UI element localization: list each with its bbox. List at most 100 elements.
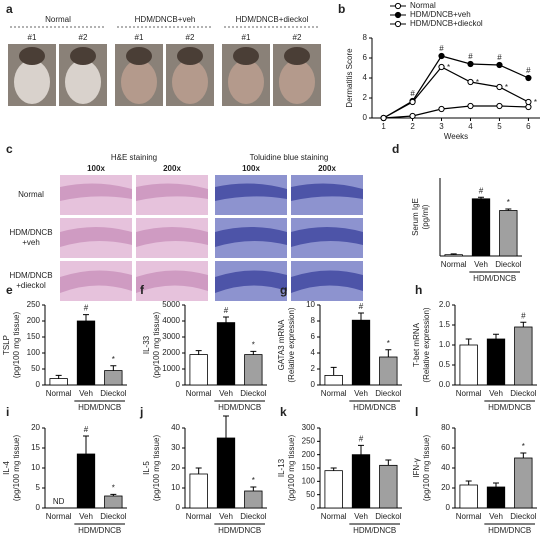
x-tick-label: Normal: [46, 512, 72, 521]
mag-label: 200x: [318, 164, 336, 173]
shot-label: #1: [28, 33, 37, 42]
tissue-layer: [215, 270, 287, 293]
error-bar: [520, 452, 527, 458]
bar: [216, 322, 236, 386]
y-tick-label: 15: [31, 443, 40, 452]
x-axis-label: Weeks: [444, 132, 468, 141]
point: [525, 103, 532, 111]
group-label: HDM/DNCB+dieckol: [236, 15, 309, 24]
significance-mark: #: [439, 44, 444, 53]
y-axis-label: (pg/100 mg tissue): [152, 435, 161, 502]
photo-subject: [65, 60, 101, 104]
panel-letter: a: [6, 2, 13, 16]
bar: [444, 254, 463, 257]
y-tick-label: 10: [306, 300, 315, 309]
tissue-layer: [215, 227, 287, 247]
photo-head: [70, 47, 96, 65]
y-tick-label: 5: [36, 483, 41, 492]
point: [438, 63, 445, 71]
error-bar: [330, 366, 337, 376]
legend-marker: [394, 11, 402, 19]
series-line: [383, 105, 529, 119]
error-bar: [505, 208, 512, 211]
bar: [379, 464, 398, 509]
y-tick-label: 6: [311, 332, 316, 341]
significance-mark: #: [84, 304, 89, 313]
photo-head: [126, 47, 152, 65]
bar: [459, 344, 478, 386]
y-axis-label: TSLP: [2, 335, 11, 355]
panel-letter: c: [6, 142, 13, 156]
legend-label: HDM/DNCB+veh: [410, 10, 471, 19]
x-tick-label: Veh: [474, 260, 488, 269]
y-tick-label: 2: [311, 364, 316, 373]
y-tick-label: 0: [363, 113, 368, 122]
x-tick-label: Dieckol: [510, 512, 536, 521]
panel-letter: e: [6, 283, 13, 297]
row-label: HDM/DNCB: [9, 271, 52, 280]
error-bar: [465, 480, 472, 485]
bar: [244, 354, 263, 386]
y-axis-label: (pg/100 mg tissue): [422, 435, 431, 502]
group-label: HDM/DNCB: [488, 526, 531, 535]
panel-letter: b: [338, 2, 345, 16]
significance-mark: *: [505, 83, 508, 92]
x-tick-label: Veh: [79, 389, 93, 398]
error-bar: [520, 321, 527, 327]
y-tick-label: 20: [441, 483, 450, 492]
y-tick-label: 0.0: [439, 380, 451, 389]
y-tick-label: 0: [36, 380, 41, 389]
point: [496, 102, 503, 110]
tissue-layer: [136, 183, 208, 201]
y-tick-label: 2.0: [439, 300, 451, 309]
error-bar: [478, 196, 484, 199]
legend-label: HDM/DNCB+dieckol: [410, 19, 483, 28]
panel-letter: d: [392, 142, 399, 156]
significance-mark: ND: [53, 497, 65, 506]
y-axis-label: IL-33: [142, 335, 151, 354]
row-label: Normal: [18, 190, 44, 199]
y-tick-label: 150: [302, 463, 316, 472]
group-label: HDM/DNCB: [78, 526, 121, 535]
x-tick-label: 2: [410, 122, 415, 131]
group-label: HDM/DNCB: [218, 526, 261, 535]
error-bar: [493, 482, 499, 487]
y-tick-label: 3000: [162, 332, 180, 341]
y-tick-label: 20: [31, 423, 40, 432]
error-bar: [83, 314, 89, 321]
x-tick-label: Dieckol: [495, 260, 521, 269]
point: [467, 60, 474, 68]
panel-letter: f: [140, 283, 145, 297]
x-tick-label: 3: [439, 122, 444, 131]
tissue-layer: [215, 183, 287, 201]
x-tick-label: Normal: [456, 512, 482, 521]
x-tick-label: Dieckol: [240, 389, 266, 398]
y-tick-label: 250: [27, 300, 41, 309]
point: [496, 83, 503, 91]
mag-label: 200x: [163, 164, 181, 173]
y-axis-label: T-bet mRNA: [412, 322, 421, 367]
x-tick-label: 4: [468, 122, 473, 131]
photo-subject: [279, 60, 315, 104]
tissue-layer: [136, 227, 208, 247]
point: [496, 61, 503, 69]
y-axis-label: (Relative expression): [422, 307, 431, 382]
row-label: +dieckol: [16, 281, 46, 290]
series-line: [383, 55, 529, 119]
y-tick-label: 100: [302, 476, 316, 485]
significance-mark: *: [112, 355, 115, 364]
significance-mark: #: [84, 425, 89, 434]
significance-mark: #: [497, 53, 502, 62]
y-tick-label: 60: [441, 443, 450, 452]
y-tick-label: 100: [27, 348, 41, 357]
error-bar: [385, 349, 392, 357]
error-bar: [195, 350, 202, 355]
significance-mark: #: [410, 89, 415, 98]
error-bar: [55, 374, 62, 379]
error-bar: [223, 316, 229, 323]
bar: [189, 473, 208, 509]
bar: [49, 378, 68, 386]
x-tick-label: Normal: [186, 389, 212, 398]
y-axis-label: Dermatitis Score: [345, 48, 354, 108]
y-tick-label: 1.5: [439, 320, 451, 329]
